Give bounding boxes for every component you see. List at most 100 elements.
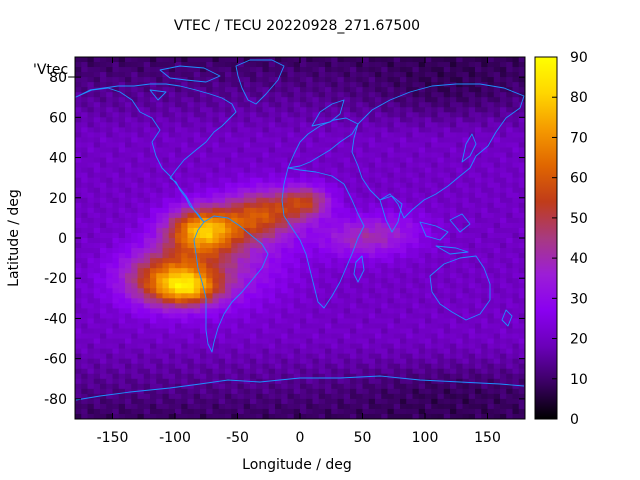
heatmap-cell bbox=[406, 232, 414, 239]
heatmap-cell bbox=[225, 182, 232, 189]
heatmap-cell bbox=[162, 278, 170, 284]
heatmap-cell bbox=[237, 107, 245, 113]
heatmap-cell bbox=[193, 172, 201, 179]
heatmap-cell bbox=[500, 348, 507, 355]
heatmap-cell bbox=[237, 278, 245, 284]
heatmap-cell bbox=[212, 157, 220, 164]
heatmap-cell bbox=[362, 388, 370, 395]
heatmap-cell bbox=[400, 232, 407, 239]
heatmap-cell bbox=[250, 127, 257, 134]
heatmap-cell bbox=[193, 368, 201, 375]
heatmap-cell bbox=[443, 383, 451, 390]
heatmap-cell bbox=[312, 137, 320, 144]
heatmap-cell bbox=[181, 403, 189, 410]
heatmap-cell bbox=[106, 268, 114, 274]
heatmap-cell bbox=[368, 102, 376, 108]
heatmap-cell bbox=[112, 167, 120, 174]
heatmap-cell bbox=[231, 303, 239, 309]
heatmap-cell bbox=[406, 383, 414, 390]
heatmap-cell bbox=[500, 253, 507, 259]
heatmap-cell bbox=[118, 182, 126, 189]
heatmap-cell bbox=[506, 217, 514, 224]
heatmap-cell bbox=[175, 167, 182, 174]
heatmap-cell bbox=[387, 62, 395, 68]
heatmap-cell bbox=[400, 243, 407, 249]
heatmap-cell bbox=[175, 263, 182, 269]
heatmap-cell bbox=[343, 358, 351, 365]
heatmap-cell bbox=[512, 273, 520, 279]
heatmap-cell bbox=[75, 82, 82, 88]
heatmap-cell bbox=[456, 298, 464, 304]
heatmap-cell bbox=[206, 207, 214, 214]
heatmap-cell bbox=[125, 403, 132, 410]
heatmap-cell bbox=[350, 112, 357, 118]
heatmap-cell bbox=[431, 207, 439, 214]
heatmap-cell bbox=[362, 368, 370, 375]
heatmap-cell bbox=[418, 358, 426, 365]
heatmap-cell bbox=[250, 303, 257, 309]
heatmap-cell bbox=[93, 62, 101, 68]
heatmap-cell bbox=[431, 388, 439, 395]
heatmap-cell bbox=[200, 232, 207, 239]
heatmap-cell bbox=[481, 102, 489, 108]
heatmap-cell bbox=[275, 383, 282, 390]
heatmap-cell bbox=[356, 232, 364, 239]
heatmap-cell bbox=[462, 87, 470, 93]
heatmap-cell bbox=[387, 87, 395, 93]
heatmap-cell bbox=[262, 308, 270, 315]
heatmap-cell bbox=[75, 288, 82, 294]
heatmap-cell bbox=[518, 147, 525, 154]
heatmap-cell bbox=[262, 343, 270, 350]
heatmap-cell bbox=[131, 298, 139, 304]
heatmap-cell bbox=[318, 308, 326, 315]
heatmap-cell bbox=[187, 107, 195, 113]
heatmap-cell bbox=[118, 62, 126, 68]
heatmap-cell bbox=[487, 288, 495, 294]
heatmap-cell bbox=[231, 403, 239, 410]
heatmap-cell bbox=[337, 207, 345, 214]
heatmap-cell bbox=[481, 67, 489, 73]
heatmap-cell bbox=[137, 243, 145, 249]
heatmap-cell bbox=[131, 77, 139, 83]
heatmap-cell bbox=[518, 117, 525, 123]
heatmap-cell bbox=[368, 137, 376, 144]
heatmap-cell bbox=[250, 132, 257, 139]
heatmap-cell bbox=[456, 323, 464, 330]
heatmap-cell bbox=[287, 353, 295, 360]
heatmap-cell bbox=[500, 197, 507, 204]
heatmap-cell bbox=[131, 152, 139, 159]
heatmap-cell bbox=[350, 313, 357, 320]
heatmap-cell bbox=[143, 62, 151, 68]
heatmap-cell bbox=[512, 288, 520, 294]
heatmap-cell bbox=[250, 273, 257, 279]
heatmap-cell bbox=[231, 112, 239, 118]
heatmap-cell bbox=[225, 398, 232, 405]
heatmap-cell bbox=[175, 217, 182, 224]
heatmap-cell bbox=[156, 243, 164, 249]
heatmap-cell bbox=[518, 162, 525, 169]
heatmap-cell bbox=[262, 283, 270, 289]
heatmap-cell bbox=[287, 122, 295, 128]
heatmap-cell bbox=[175, 57, 182, 63]
heatmap-cell bbox=[137, 328, 145, 335]
heatmap-cell bbox=[356, 238, 364, 244]
heatmap-cell bbox=[431, 227, 439, 234]
heatmap-cell bbox=[175, 202, 182, 209]
heatmap-cell bbox=[487, 393, 495, 400]
heatmap-cell bbox=[418, 378, 426, 385]
heatmap-cell bbox=[175, 303, 182, 309]
heatmap-cell bbox=[362, 398, 370, 405]
heatmap-cell bbox=[75, 248, 82, 254]
heatmap-cell bbox=[493, 177, 501, 184]
heatmap-cell bbox=[100, 167, 107, 174]
heatmap-cell bbox=[287, 283, 295, 289]
heatmap-cell bbox=[81, 258, 89, 264]
heatmap-cell bbox=[200, 298, 207, 304]
heatmap-cell bbox=[243, 293, 251, 299]
heatmap-cell bbox=[493, 72, 501, 78]
heatmap-cell bbox=[100, 82, 107, 88]
heatmap-cell bbox=[81, 263, 89, 269]
heatmap-cell bbox=[437, 87, 445, 93]
heatmap-cell bbox=[168, 112, 176, 118]
heatmap-cell bbox=[506, 137, 514, 144]
